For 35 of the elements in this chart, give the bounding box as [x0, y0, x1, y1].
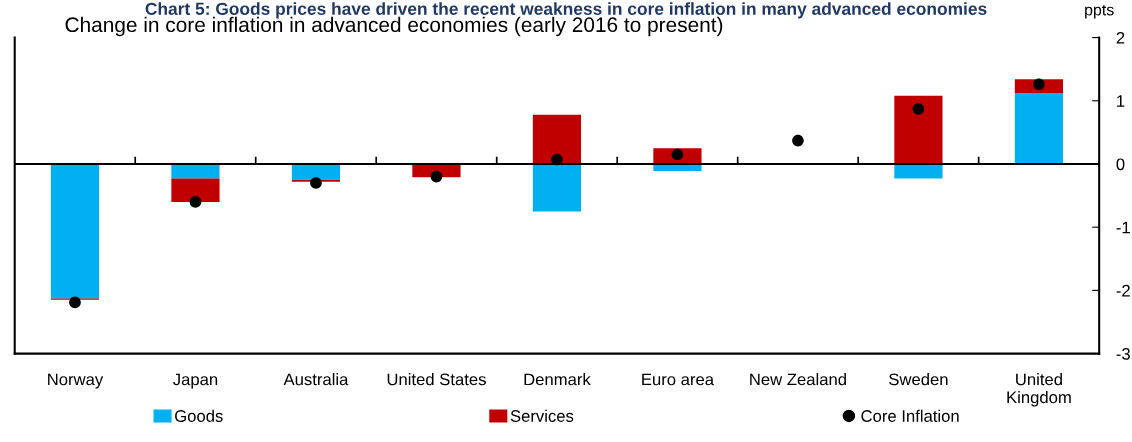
- point: [69, 296, 81, 309]
- y-tick-label: 1: [1117, 95, 1125, 107]
- bar: [171, 163, 220, 179]
- point: [189, 196, 202, 208]
- y-tick-label: -3: [1116, 348, 1130, 360]
- x-tick-label: New Zealand: [750, 373, 846, 386]
- legend-label: Services: [510, 409, 574, 422]
- point: [912, 103, 925, 115]
- y-axis-title: ppts: [1085, 4, 1114, 19]
- bar: [291, 163, 341, 180]
- y-tick-label: 0: [1116, 158, 1125, 171]
- x-tick-label: Japan: [173, 373, 218, 389]
- x-tick-label: United States: [387, 373, 486, 386]
- x-tick-label: Sweden: [889, 373, 948, 386]
- x-tick-label: Denmark: [524, 373, 591, 386]
- bar: [171, 178, 220, 202]
- x-tick-label: Australia: [283, 373, 349, 386]
- bar: [894, 163, 943, 179]
- bar: [50, 163, 100, 299]
- bar: [532, 163, 582, 212]
- y-tick-label: 2: [1116, 31, 1125, 44]
- bar: [894, 95, 943, 164]
- legend-label: Core Inflation: [861, 409, 959, 422]
- bar: [532, 114, 582, 164]
- y-tick-label: -1: [1116, 221, 1130, 234]
- point: [792, 134, 804, 147]
- legend-label: Goods: [175, 409, 223, 422]
- point: [430, 170, 443, 183]
- point: [310, 177, 322, 189]
- x-tick-label: United Kingdom: [1007, 373, 1071, 407]
- x-tick-label: Euro area: [642, 373, 715, 386]
- x-tick-label: Norway: [48, 373, 104, 389]
- bar: [1014, 93, 1064, 164]
- y-tick-label: -2: [1116, 284, 1130, 297]
- point: [551, 153, 563, 166]
